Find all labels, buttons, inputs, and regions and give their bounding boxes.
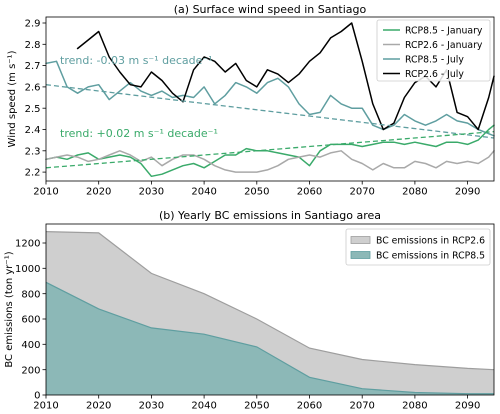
panel-a-y-tick-label: 2.4 <box>25 125 41 136</box>
panel-b-y-tick-label: 1000 <box>15 264 40 275</box>
panel-b-legend-swatch-bc-emissions-in-rcp2-6 <box>350 236 371 244</box>
panel-b-x-tick-label: 2090 <box>455 401 480 412</box>
panel-a-y-tick-label: 2.8 <box>25 40 41 51</box>
panel-a-trend-line-1 <box>45 130 495 169</box>
panel-b-x-tick-label: 2030 <box>139 401 164 412</box>
panel-a-series-line-rcp8-5-january <box>45 124 495 178</box>
panel-a-x-tick-label: 2090 <box>455 187 480 198</box>
panel-b-y-tick-label: 400 <box>21 340 40 351</box>
panel-a-x-tick-label: 2030 <box>139 187 164 198</box>
panel-b-chart-title: (b) Yearly BC emissions in Santiago area <box>159 209 381 222</box>
panel-b-y-tick-label: 0 <box>34 391 40 402</box>
panel-a-legend-label-rcp2-6-july: RCP2.6 - July <box>405 69 464 80</box>
panel-b-legend-swatch-bc-emissions-in-rcp8-5 <box>350 251 371 259</box>
panel-a-chart-title: (a) Surface wind speed in Santiago <box>174 3 367 16</box>
panel-b-y-tick-label: 600 <box>21 315 40 326</box>
panel-a-x-tick-label: 2050 <box>244 187 269 198</box>
panel-a-trend-label-1: trend: +0.02 m s⁻¹ decade⁻¹ <box>60 127 218 140</box>
panel-a-x-tick-label: 2060 <box>297 187 322 198</box>
panel-a-legend-label-rcp2-6-january: RCP2.6 - January <box>405 40 483 51</box>
panel-a-y-tick-label: 2.2 <box>25 168 41 179</box>
panel-a-legend-label-rcp8-5-july: RCP8.5 - July <box>405 54 464 65</box>
panel-a-x-tick-label: 2040 <box>191 187 216 198</box>
panel-b-x-tick-label: 2020 <box>86 401 111 412</box>
panel-a-y-tick-label: 2.3 <box>25 146 41 157</box>
panel-a-plot-frame <box>45 16 495 182</box>
panel-b-legend-label-bc-emissions-in-rcp8-5: BC emissions in RCP8.5 <box>376 250 485 261</box>
panel-a-y-tick-label: 2.6 <box>25 83 41 94</box>
panel-b-plot-frame <box>45 223 495 396</box>
panel-b-x-tick-label: 2070 <box>349 401 374 412</box>
panel-a-series-line-rcp2-6-january <box>45 150 495 173</box>
panel-a-x-tick-label: 2010 <box>33 187 58 198</box>
panel-b-x-tick-label: 2060 <box>297 401 322 412</box>
panel-b-y-axis-label: BC emissions (ton yr⁻¹) <box>4 251 15 367</box>
panel-b-area-edge-bc-emissions-in-rcp2-6 <box>45 231 495 371</box>
panel-a-y-tick-label: 2.5 <box>25 104 41 115</box>
panel-b-y-tick-label: 200 <box>21 365 40 376</box>
panel-b-y-tick-label: 800 <box>21 289 40 300</box>
panel-a-y-tick-label: 2.9 <box>25 19 41 30</box>
panel-b-x-tick-label: 2080 <box>402 401 427 412</box>
panel-a-x-tick-label: 2070 <box>349 187 374 198</box>
panel-b-x-tick-label: 2010 <box>33 401 58 412</box>
panel-a-y-axis-label: Wind speed (m s⁻¹) <box>7 50 18 147</box>
panel-a-legend-box <box>376 19 491 82</box>
panel-a-series-line-rcp8-5-july <box>45 60 495 137</box>
panel-a-legend-label-rcp8-5-january: RCP8.5 - January <box>405 25 483 36</box>
panel-a-trend-line-0 <box>45 84 495 139</box>
panel-b-legend-box <box>345 228 491 266</box>
panel-a-x-tick-label: 2020 <box>86 187 111 198</box>
panel-b-area-edge-bc-emissions-in-rcp8-5 <box>45 281 494 395</box>
panel-b-y-tick-label: 1200 <box>15 239 40 250</box>
panel-b-x-tick-label: 2040 <box>191 401 216 412</box>
panel-a-y-tick-label: 2.7 <box>25 61 41 72</box>
panel-a-x-tick-label: 2080 <box>402 187 427 198</box>
panel-b-legend-label-bc-emissions-in-rcp2-6: BC emissions in RCP2.6 <box>376 235 485 246</box>
panel-b-area-bc-emissions-in-rcp8-5 <box>46 282 494 395</box>
panel-b-x-tick-label: 2050 <box>244 401 269 412</box>
panel-a-trend-label-0: trend: -0.03 m s⁻¹ decade⁻¹ <box>60 54 213 67</box>
